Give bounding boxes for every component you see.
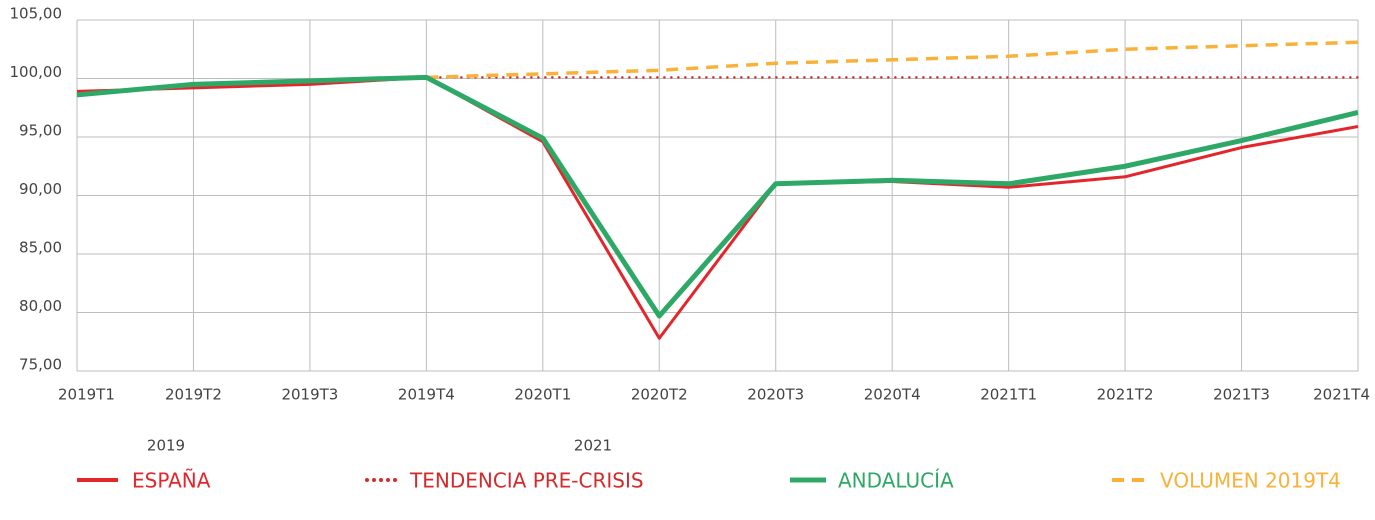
x-tick-label: 2019T1 [58,386,115,404]
legend-label: TENDENCIA PRE-CRISIS [409,469,644,493]
annotation: 2021 [574,437,612,455]
series-line [76,74,1359,319]
x-tick-label: 2021T1 [980,386,1037,404]
x-tick-label: 2021T3 [1213,386,1270,404]
annotation: 2019 [147,437,185,455]
x-tick-label: 2021T4 [1313,386,1370,404]
y-tick-label: 90,00 [19,180,62,198]
y-tick-label: 75,00 [19,356,62,374]
y-tick-label: 105,00 [10,5,63,23]
series-line [76,75,1359,340]
x-tick-label: 2020T1 [514,386,571,404]
y-tick-label: 85,00 [19,239,62,257]
series-line [426,40,1359,80]
x-tick-label: 2020T4 [864,386,921,404]
x-tick-label: 2020T2 [631,386,688,404]
legend-label: ESPAÑA [132,469,211,493]
x-tick-label: 2019T2 [165,386,222,404]
legend-label: VOLUMEN 2019T4 [1160,469,1341,493]
x-tick-label: 2021T2 [1097,386,1154,404]
x-tick-label: 2019T4 [398,386,455,404]
x-tick-label: 2020T3 [747,386,804,404]
x-tick-label: 2019T3 [281,386,338,404]
y-tick-label: 95,00 [19,122,62,140]
legend-label: ANDALUCÍA [838,469,954,493]
y-tick-label: 80,00 [19,297,62,315]
y-tick-label: 100,00 [10,63,63,81]
